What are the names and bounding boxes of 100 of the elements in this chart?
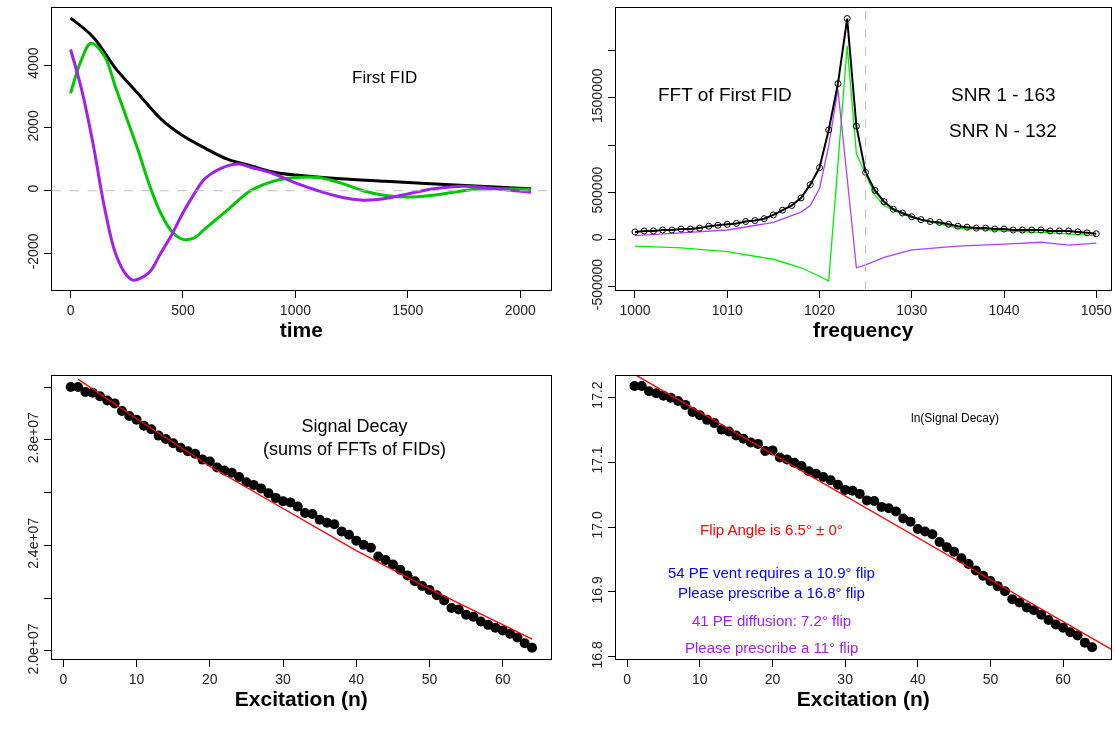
point: [1092, 230, 1100, 238]
x-tick-label: 0: [59, 670, 68, 687]
annotation: ln(Signal Decay): [911, 411, 1000, 425]
point: [677, 225, 685, 233]
point: [1083, 229, 1091, 237]
point: [871, 186, 879, 194]
x-tick-label: 1020: [803, 301, 836, 318]
y-tick-label: 16.8: [589, 641, 605, 669]
y-tick-label: -2000: [25, 233, 42, 270]
y-tick-label: 17.0: [589, 511, 605, 539]
y-tick-label: 2.4e+07: [25, 517, 42, 569]
y-tick-label: 2000: [25, 110, 42, 142]
x-tick-label: 40: [910, 670, 926, 687]
point: [649, 227, 657, 235]
annotation: SNR 1 - 163: [951, 84, 1056, 105]
point: [788, 201, 796, 209]
annotation: SNR N - 132: [949, 120, 1057, 141]
x-axis-title: Excitation (n): [796, 686, 930, 710]
point: [852, 122, 860, 130]
point: [659, 226, 667, 234]
x-axis-title: Excitation (n): [234, 686, 368, 710]
point: [972, 224, 980, 232]
y-tick-label: 17.1: [589, 446, 605, 474]
x-tick-label: 1050: [1080, 301, 1113, 318]
point: [631, 228, 639, 236]
x-axis-title: frequency: [813, 317, 914, 341]
x-tick-label: 20: [202, 670, 218, 687]
annotation: Signal Decay (sums of FFTs of FIDs): [263, 416, 447, 460]
point: [705, 222, 713, 230]
point: [815, 164, 823, 172]
y-tick-label: 16.9: [589, 576, 605, 604]
point: [1037, 226, 1045, 234]
point: [880, 198, 888, 206]
x-tick-label: 30: [275, 670, 292, 687]
point: [742, 218, 750, 225]
x-tick-label: 60: [1055, 670, 1072, 687]
point: [834, 80, 842, 88]
y-tick-label: 17.2: [589, 381, 605, 409]
point: [1046, 227, 1054, 235]
x-tick-label: 20: [764, 670, 781, 687]
point: [926, 218, 934, 225]
point: [1018, 226, 1026, 234]
x-tick-label: 30: [837, 670, 854, 687]
x-tick-label: 0: [66, 301, 75, 318]
point: [1055, 227, 1063, 235]
x-tick-label: 1030: [896, 301, 928, 318]
x-tick-label: 40: [348, 670, 365, 687]
point: [991, 225, 999, 233]
x-tick-label: 10: [128, 670, 145, 687]
point: [1028, 226, 1036, 234]
x-tick-label: 1000: [619, 301, 651, 318]
y-tick-label: 4000: [25, 47, 42, 79]
annotation: Flip Angle is 6.5° ± 0°: [700, 521, 843, 538]
x-tick-label: 0: [623, 670, 632, 687]
x-tick-label: 10: [692, 670, 708, 687]
annotation: First FID: [352, 68, 418, 87]
point: [797, 194, 805, 202]
point: [751, 217, 759, 225]
point: [1000, 225, 1008, 233]
point: [1009, 226, 1017, 234]
point: [640, 227, 648, 235]
x-tick-label: 500: [171, 301, 195, 318]
annotation: 41 PE diffusion: 7.2° flip: [692, 612, 852, 629]
point: [862, 168, 870, 176]
point: [686, 225, 694, 233]
y-tick-label: 2.0e+07: [25, 623, 42, 675]
y-tick-label: 2.8e+07: [25, 412, 42, 464]
y-tick-label: 0: [589, 233, 605, 242]
annotation: FFT of First FID: [658, 84, 792, 105]
x-tick-label: 1000: [279, 301, 312, 318]
point: [769, 211, 777, 219]
point: [917, 216, 925, 224]
x-tick-label: 60: [494, 670, 511, 687]
point: [723, 220, 731, 228]
point: [954, 222, 962, 230]
point: [1065, 227, 1073, 235]
x-tick-label: 50: [982, 670, 999, 687]
annotation: Please prescribe a 16.8° flip: [678, 584, 865, 601]
point: [1074, 228, 1082, 236]
line-series: [69, 48, 533, 282]
annotation: 54 PE vent requires a 10.9° flip: [668, 564, 875, 581]
point: [696, 224, 704, 232]
y-tick-label: -500000: [589, 258, 605, 311]
point: [889, 205, 897, 213]
x-tick-label: 50: [421, 670, 438, 687]
y-tick-label: 0: [25, 184, 42, 193]
point: [945, 220, 953, 228]
point: [899, 209, 907, 217]
point: [732, 219, 740, 227]
y-tick-label: 500000: [589, 166, 605, 214]
point: [982, 224, 990, 232]
annotation: Please prescribe a 11° flip: [685, 639, 859, 656]
x-axis-title: time: [279, 317, 323, 341]
point: [714, 221, 722, 229]
x-tick-label: 1040: [988, 301, 1020, 318]
point: [825, 126, 833, 134]
point: [668, 226, 676, 234]
point: [908, 213, 916, 221]
point: [843, 15, 851, 23]
point: [779, 206, 787, 214]
